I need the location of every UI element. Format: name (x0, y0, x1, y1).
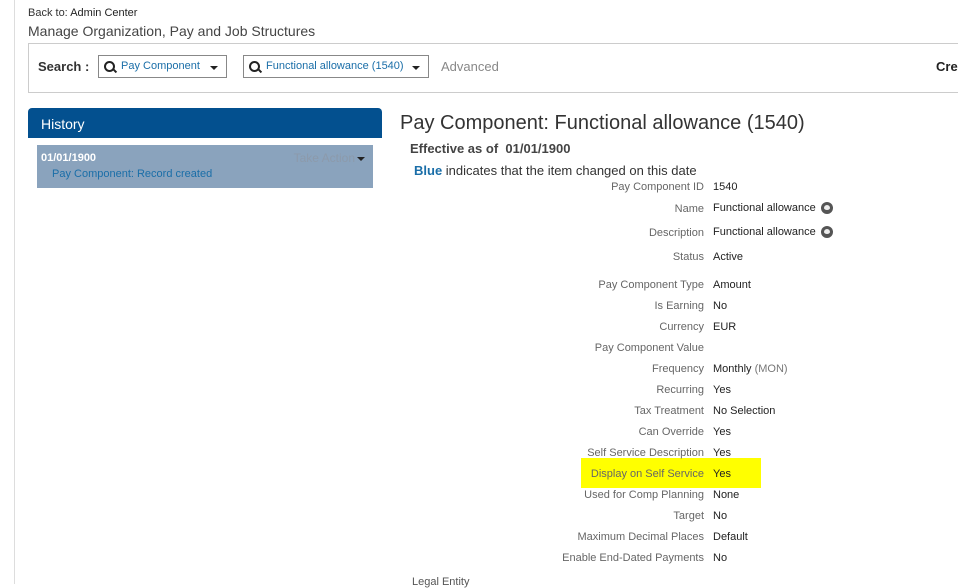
field-value-text: None (713, 489, 740, 501)
effective-label: Effective as of (410, 141, 499, 156)
history-header: History (28, 108, 382, 138)
field-value: Functional allowance (713, 202, 833, 215)
advanced-link[interactable]: Advanced (441, 59, 499, 74)
field-label: Pay Component ID (611, 181, 704, 193)
field-value: No (713, 300, 727, 312)
field-label: Target (673, 510, 704, 522)
highlight-box (581, 458, 761, 488)
field-value-text: Functional allowance (713, 226, 816, 238)
back-link[interactable]: Back to: Admin Center (28, 7, 137, 19)
field-value: Yes (713, 426, 731, 438)
page-title: Manage Organization, Pay and Job Structu… (28, 23, 316, 39)
field-value: Amount (713, 279, 751, 291)
field-label: Is Earning (654, 300, 704, 312)
field-label: Tax Treatment (634, 405, 704, 417)
back-prefix: Back to: (28, 7, 68, 19)
field-label: Pay Component Type (598, 279, 704, 291)
field-value-code: (MON) (754, 363, 788, 375)
field-value: Functional allowance (713, 226, 833, 239)
field-value-text: Yes (713, 468, 731, 480)
field-value: Monthly (MON) (713, 363, 788, 375)
legend-text: indicates that the item changed on this … (445, 163, 697, 178)
field-label: Frequency (652, 363, 704, 375)
search-icon (104, 61, 115, 72)
type-select-value: Pay Component (121, 60, 200, 72)
field-value: Default (713, 531, 748, 543)
field-value-text: Yes (713, 384, 731, 396)
field-value-text: No (713, 510, 728, 522)
field-value: None (713, 489, 739, 501)
history-entry[interactable]: 01/01/1900 Take Action Pay Component: Re… (37, 145, 373, 188)
legal-entity-label: Legal Entity (412, 576, 470, 588)
field-value-text: Amount (713, 279, 751, 291)
search-icon (249, 61, 260, 72)
take-action-menu[interactable]: Take Action (294, 151, 365, 165)
field-value-text: No (713, 300, 728, 312)
chevron-down-icon (412, 66, 420, 70)
field-value-text: No Selection (713, 405, 776, 417)
page-border (14, 0, 15, 584)
history-date: 01/01/1900 (41, 152, 97, 164)
field-value-text: Default (713, 531, 748, 543)
search-panel (28, 43, 958, 93)
field-value-text: No (713, 552, 728, 564)
field-value: 1540 (713, 181, 737, 193)
create-button[interactable]: Crea (936, 59, 958, 74)
field-value: Active (713, 251, 743, 263)
item-select[interactable]: Functional allowance (1540) (243, 55, 429, 78)
legend: Blue indicates that the item changed on … (414, 163, 697, 178)
field-value: EUR (713, 321, 736, 333)
field-value-text: EUR (713, 321, 737, 333)
field-value: Yes (713, 384, 731, 396)
field-label: Can Override (638, 426, 704, 438)
back-link-text[interactable]: Admin Center (70, 7, 138, 19)
field-label: Name (674, 203, 704, 215)
history-title: History (41, 116, 85, 132)
field-label: Recurring (656, 384, 704, 396)
field-label: Status (672, 251, 704, 263)
effective-value: 01/01/1900 (505, 141, 571, 156)
field-value-text: Functional allowance (713, 202, 816, 214)
field-label: Pay Component Value (594, 342, 704, 354)
detail-title: Pay Component: Functional allowance (154… (400, 112, 805, 134)
chevron-down-icon (210, 66, 218, 70)
effective-date: Effective as of 01/01/1900 (410, 141, 570, 156)
field-label: Self Service Description (587, 447, 704, 459)
globe-icon[interactable] (820, 202, 833, 215)
field-value: No Selection (713, 405, 775, 417)
legend-blue: Blue (414, 163, 443, 178)
field-value-text: Yes (713, 447, 731, 459)
field-label: Currency (659, 321, 704, 333)
field-value-text: Active (713, 251, 743, 263)
field-value: No (713, 510, 727, 522)
field-value-text: Yes (713, 426, 731, 438)
field-value-text: 1540 (713, 181, 738, 193)
field-label: Display on Self Service (590, 468, 704, 480)
field-value-text: Monthly (713, 363, 752, 375)
item-select-value: Functional allowance (1540) (266, 60, 404, 72)
field-label: Enable End-Dated Payments (562, 552, 704, 564)
history-desc-link[interactable]: Pay Component: Record created (52, 168, 213, 180)
globe-icon[interactable] (820, 226, 833, 239)
search-label: Search : (38, 59, 90, 74)
type-select[interactable]: Pay Component (98, 55, 227, 78)
field-value: No (713, 552, 727, 564)
field-label: Description (648, 227, 704, 239)
field-value: Yes (713, 468, 731, 480)
field-value: Yes (713, 447, 731, 459)
field-label: Maximum Decimal Places (577, 531, 704, 543)
field-label: Used for Comp Planning (584, 489, 704, 501)
